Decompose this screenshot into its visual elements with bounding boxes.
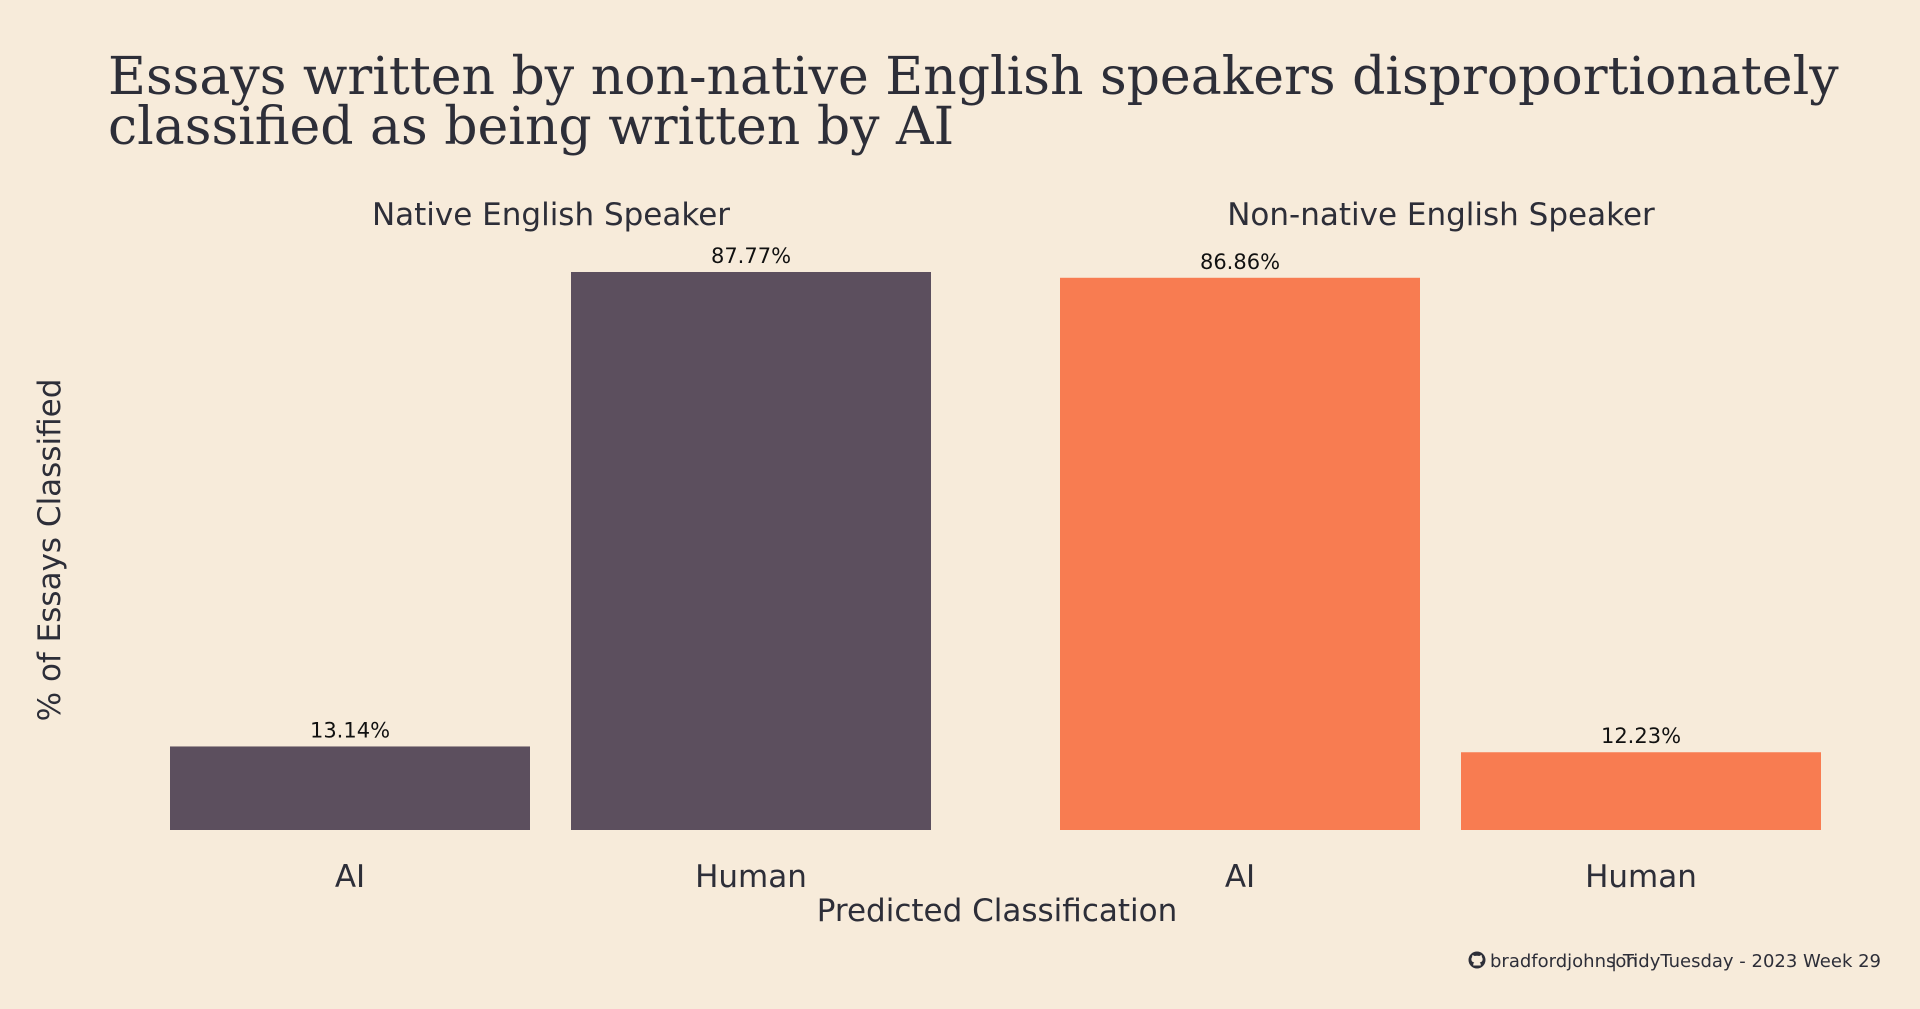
x-tick-label-native-ai: AI xyxy=(335,859,365,895)
caption-user: bradfordjohnson xyxy=(1490,951,1638,972)
facet-label-non-native: Non-native English Speaker xyxy=(1227,197,1655,233)
data-label-non-native-human: 12.23% xyxy=(1601,724,1681,748)
data-label-native-human: 87.77% xyxy=(711,244,791,268)
x-tick-label-native-human: Human xyxy=(695,859,807,895)
chart-title-line-1: Essays written by non-native English spe… xyxy=(108,47,1839,107)
x-tick-label-non-native-human: Human xyxy=(1585,859,1697,895)
bar-non-native-ai xyxy=(1060,277,1420,830)
facet-label-native: Native English Speaker xyxy=(372,197,730,233)
bar-native-ai xyxy=(170,746,530,830)
bar-native-human xyxy=(571,272,931,830)
bar-non-native-human xyxy=(1461,752,1821,830)
caption: bradfordjohnson | TidyTuesday - 2023 Wee… xyxy=(1468,951,1881,972)
caption-text: | TidyTuesday - 2023 Week 29 xyxy=(1611,951,1881,972)
data-label-native-ai: 13.14% xyxy=(310,718,390,742)
y-axis-title: % of Essays Classified xyxy=(32,379,68,722)
x-axis-title: Predicted Classification xyxy=(817,893,1178,929)
x-tick-label-non-native-ai: AI xyxy=(1225,859,1255,895)
chart-title-line-2: classified as being written by AI xyxy=(108,97,954,157)
bar-group: 13.14% AI 87.77% Human 86.86% AI 12.23% Human xyxy=(170,244,1821,895)
data-label-non-native-ai: 86.86% xyxy=(1200,250,1280,274)
github-icon xyxy=(1468,951,1486,969)
